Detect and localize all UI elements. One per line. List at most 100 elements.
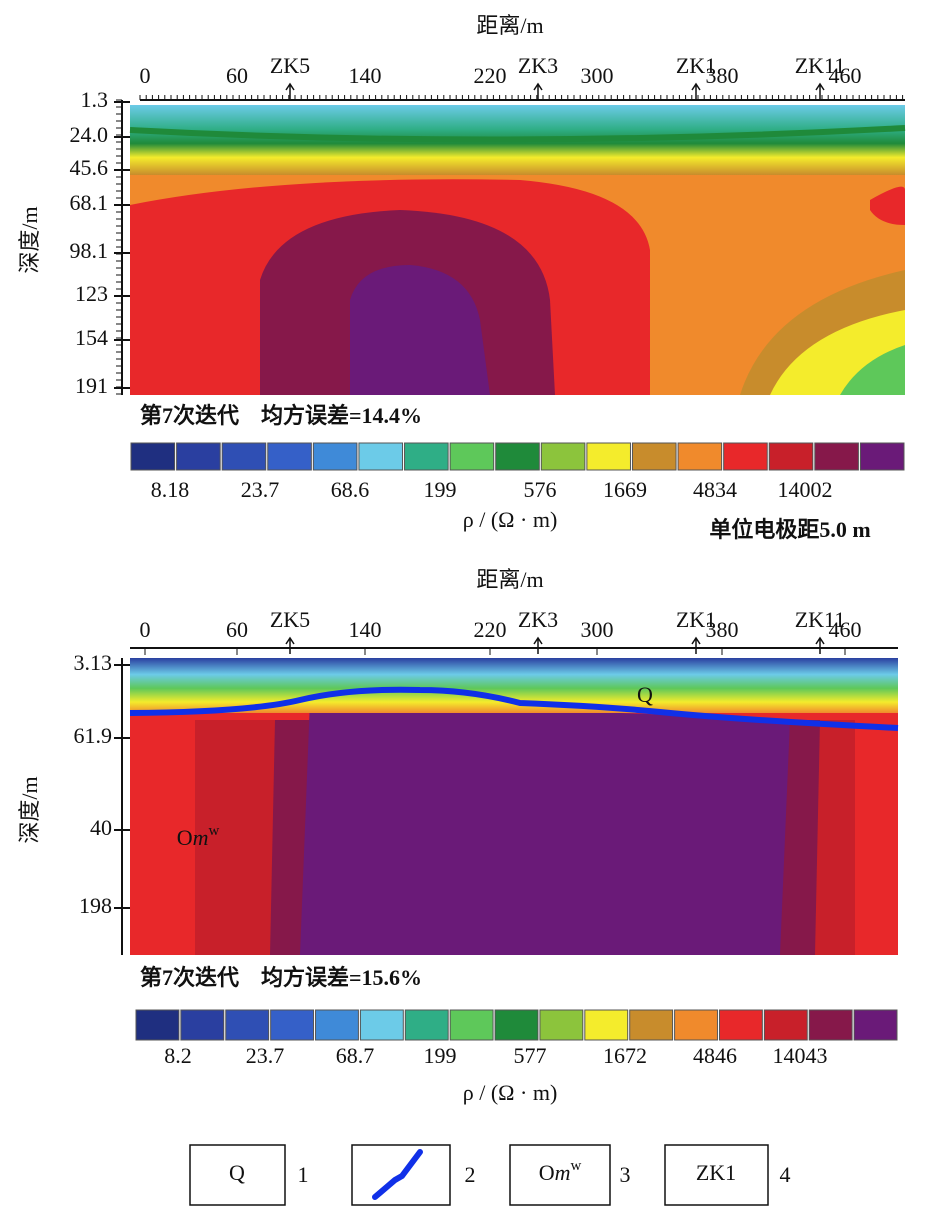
x-tick-label: 60 <box>226 63 248 88</box>
x-tick-label: 0 <box>140 63 151 88</box>
layer-label: Omw <box>177 823 220 850</box>
borehole-label: ZK5 <box>270 607 310 632</box>
colorbar-label: 1669 <box>603 477 647 502</box>
borehole-arrow <box>285 636 295 654</box>
legend <box>189 1144 769 1206</box>
borehole-label: ZK3 <box>518 53 558 78</box>
colorbar-cell <box>176 442 221 471</box>
legend-label-italic: m <box>555 1160 571 1185</box>
legend-number: 3 <box>620 1162 631 1187</box>
colorbar-label: 1672 <box>603 1043 647 1068</box>
colorbar-label: 23.7 <box>241 477 280 502</box>
colorbar-cell <box>859 442 905 471</box>
x-tick-label: 300 <box>581 617 614 642</box>
legend-label-base: O <box>539 1160 555 1185</box>
legend-label: Omw <box>539 1158 582 1185</box>
legend-number: 2 <box>465 1162 476 1187</box>
colorbar-cell <box>135 1009 180 1041</box>
y-tick-label: 3.13 <box>74 650 113 675</box>
colorbar-cell <box>359 1009 404 1041</box>
colorbar-cell <box>404 442 449 471</box>
colorbar-cell <box>853 1009 898 1041</box>
colorbar-label: 14002 <box>778 477 833 502</box>
x-tick-label: 460 <box>829 617 862 642</box>
borehole-arrow <box>285 82 295 100</box>
colorbar-cell <box>358 442 404 471</box>
layer-label-sup: w <box>208 823 219 839</box>
colorbar-cell <box>315 1009 359 1041</box>
y-tick-label: 40 <box>90 815 112 840</box>
colorbar-label: 4846 <box>693 1043 737 1068</box>
legend-label: Q <box>229 1160 245 1185</box>
y-axis-title: 深度/m <box>17 776 42 843</box>
borehole-arrow <box>815 636 825 654</box>
colorbar-cell <box>584 1009 629 1041</box>
x-tick-label: 220 <box>474 617 507 642</box>
colorbar-cell <box>495 442 540 471</box>
y-tick-label: 1.3 <box>81 87 109 112</box>
legend-number: 4 <box>780 1162 791 1187</box>
x-tick-label: 140 <box>349 63 382 88</box>
colorbar-label: 14043 <box>773 1043 828 1068</box>
legend-label-base: ZK1 <box>696 1160 736 1185</box>
x-tick-label: 0 <box>140 617 151 642</box>
colorbar-cell <box>225 1009 270 1041</box>
colorbar-cell <box>267 442 312 471</box>
colorbar-cell <box>723 442 768 471</box>
electrode-note: 单位电极距5.0 m <box>709 517 870 542</box>
borehole-arrow <box>691 636 701 654</box>
layer-label: Q <box>637 682 653 707</box>
x-tick-label: 460 <box>829 63 862 88</box>
x-tick-label: 300 <box>581 63 614 88</box>
colorbar-cell <box>180 1009 225 1041</box>
y-tick-label: 154 <box>75 325 108 350</box>
y-tick-label: 123 <box>75 281 108 306</box>
layer-label-base: O <box>177 825 193 850</box>
colorbar-cell <box>629 1009 674 1041</box>
colorbar-label: 68.6 <box>331 477 370 502</box>
y-tick-label: 191 <box>75 373 108 398</box>
colorbar-label: 8.18 <box>151 477 190 502</box>
unit-label: ρ / (Ω · m) <box>463 507 558 532</box>
colorbar-label: 199 <box>424 477 457 502</box>
colorbar-label: 4834 <box>693 477 737 502</box>
colorbar-label: 8.2 <box>164 1043 192 1068</box>
x-tick-label: 140 <box>349 617 382 642</box>
legend-label-sup: w <box>570 1158 581 1174</box>
colorbar-cell <box>130 442 176 471</box>
x-tick-label: 60 <box>226 617 248 642</box>
colorbar-cell <box>677 442 723 471</box>
colorbar-cell <box>631 442 677 471</box>
colorbar-label: 199 <box>424 1043 457 1068</box>
borehole-label: ZK11 <box>795 53 846 78</box>
unit-label: ρ / (Ω · m) <box>463 1080 558 1105</box>
colorbar-cell <box>540 442 586 471</box>
borehole-label: ZK3 <box>518 607 558 632</box>
colorbar-cell <box>404 1009 449 1041</box>
caption: 第7次迭代 均方误差=15.6% <box>140 965 422 990</box>
colorbar-cell <box>270 1009 315 1041</box>
caption: 第7次迭代 均方误差=14.4% <box>140 403 422 428</box>
colorbar-label: 68.7 <box>336 1043 375 1068</box>
x-axis-title: 距离/m <box>476 13 543 38</box>
colorbar-cell <box>449 1009 494 1041</box>
x-tick-label: 380 <box>706 617 739 642</box>
layer-label-italic: m <box>193 825 209 850</box>
borehole-arrow <box>691 82 701 100</box>
y-tick-label: 61.9 <box>74 723 113 748</box>
colorbar-cell <box>539 1009 584 1041</box>
y-tick-label: 45.6 <box>70 155 109 180</box>
legend-label: ZK1 <box>696 1160 736 1185</box>
borehole-label: ZK11 <box>795 607 846 632</box>
colorbar-cell <box>312 442 358 471</box>
y-tick-label: 98.1 <box>70 238 109 263</box>
borehole-label: ZK1 <box>676 53 716 78</box>
y-tick-label: 198 <box>79 893 112 918</box>
y-tick-label: 24.0 <box>70 122 109 147</box>
x-tick-label: 220 <box>474 63 507 88</box>
y-tick-label: 68.1 <box>70 190 109 215</box>
borehole-label: ZK5 <box>270 53 310 78</box>
colorbar-cell <box>221 442 267 471</box>
section-1 <box>129 105 906 395</box>
